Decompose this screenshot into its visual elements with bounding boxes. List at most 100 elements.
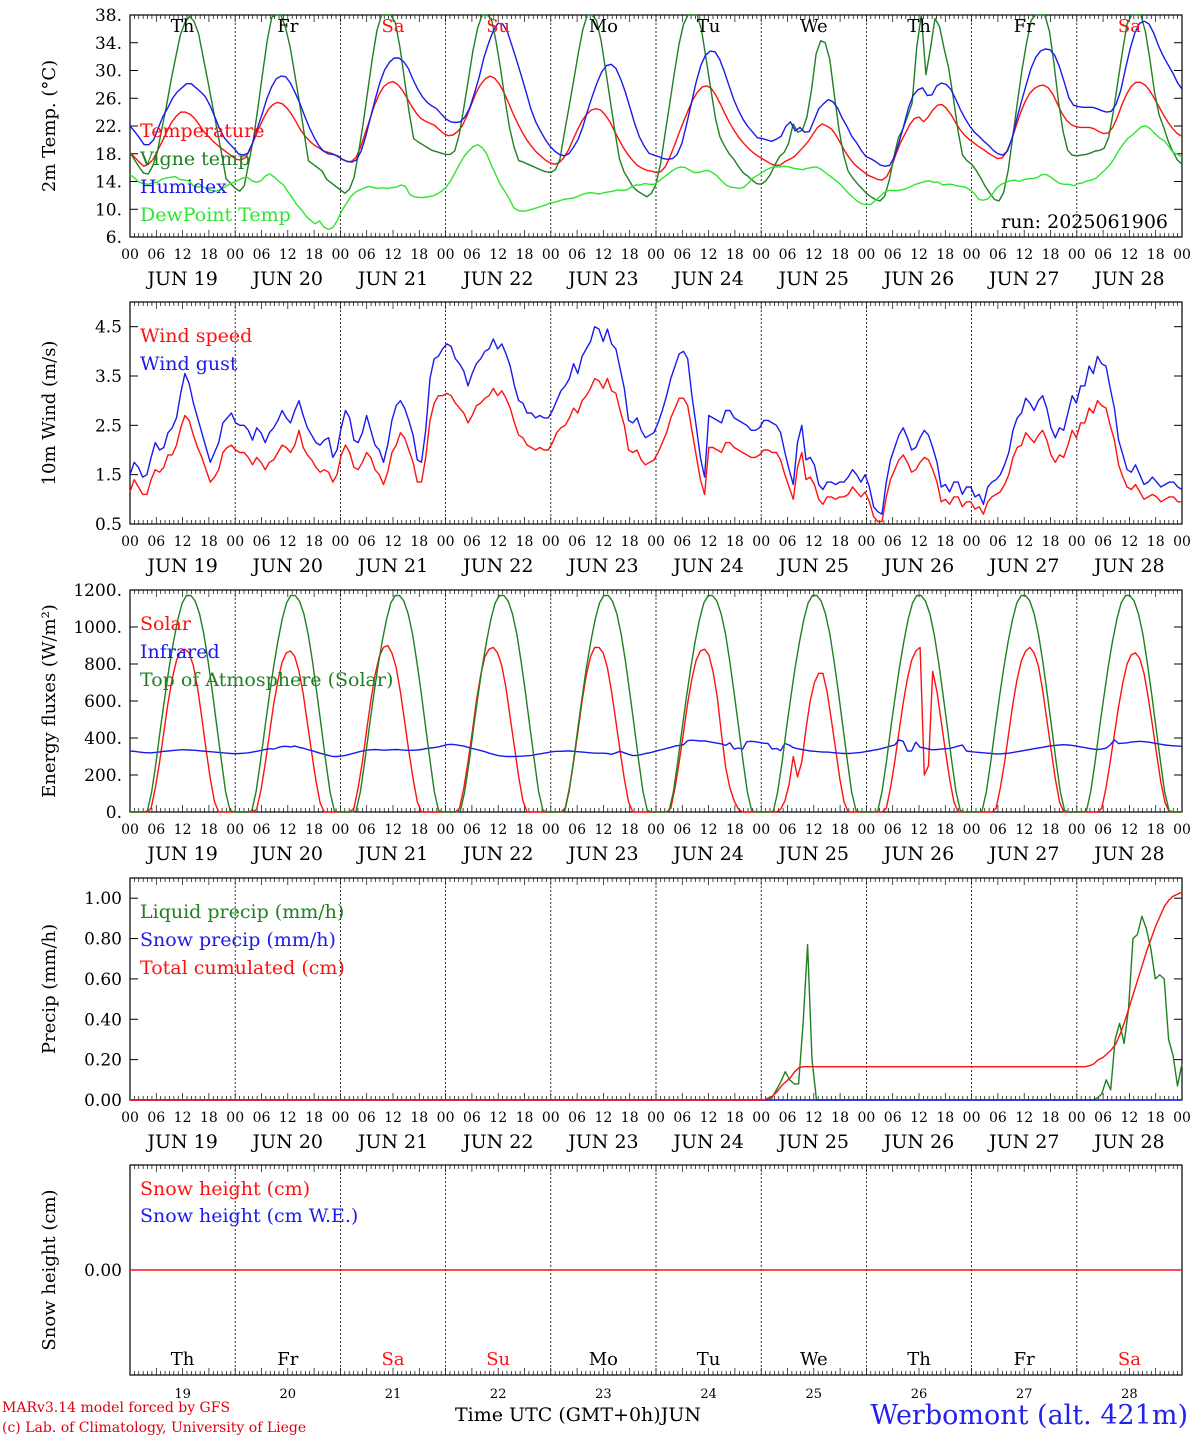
date-label: JUN 26 — [882, 268, 954, 290]
date-label: JUN 25 — [777, 268, 849, 290]
hour-label: 18 — [516, 534, 534, 550]
hour-label: 00 — [1173, 534, 1191, 550]
series-line — [129, 377, 1182, 523]
hour-label: 00 — [226, 247, 244, 263]
hour-label: 18 — [305, 534, 323, 550]
date-label: JUN 27 — [987, 555, 1059, 577]
hour-label: 18 — [1147, 534, 1165, 550]
hour-label: 12 — [489, 247, 507, 263]
series-line — [129, 125, 1183, 231]
hour-label: 06 — [884, 534, 902, 550]
legend-entry: Wind speed — [140, 325, 252, 347]
date-label: JUN 27 — [987, 1131, 1059, 1153]
hour-label: 18 — [200, 534, 218, 550]
legend-entry: DewPoint Temp — [140, 204, 291, 226]
weekday-label: Th — [171, 16, 195, 37]
series-line — [129, 739, 1183, 758]
day-number: 22 — [490, 1387, 507, 1400]
hour-ticks — [129, 15, 1183, 237]
hour-label: 18 — [200, 822, 218, 838]
hour-label: 18 — [726, 534, 744, 550]
hour-label: 00 — [1173, 247, 1191, 263]
day-number: 26 — [911, 1387, 928, 1400]
date-label: JUN 25 — [777, 555, 849, 577]
hour-label: 12 — [489, 822, 507, 838]
hour-label: 06 — [989, 534, 1007, 550]
hour-label: 06 — [253, 822, 271, 838]
hour-label: 18 — [1147, 822, 1165, 838]
y-axis-label: 10m Wind (m/s) — [39, 341, 60, 486]
date-label: JUN 25 — [777, 843, 849, 865]
day-number: 24 — [700, 1387, 717, 1400]
hour-label: 18 — [1042, 534, 1060, 550]
hour-label: 06 — [358, 1110, 376, 1126]
hour-label: 12 — [594, 247, 612, 263]
hour-label: 00 — [226, 534, 244, 550]
series-line — [129, 14, 1183, 202]
hour-label: 06 — [1094, 1110, 1112, 1126]
hour-label: 06 — [779, 247, 797, 263]
hour-label: 18 — [936, 1110, 954, 1126]
date-label: JUN 24 — [671, 555, 743, 577]
date-label: JUN 26 — [882, 1131, 954, 1153]
date-label: JUN 21 — [356, 555, 428, 577]
hour-label: 12 — [384, 534, 402, 550]
hour-label: 06 — [1094, 534, 1112, 550]
date-label: JUN 23 — [566, 1131, 638, 1153]
hour-label: 06 — [358, 534, 376, 550]
hour-label: 12 — [384, 822, 402, 838]
hour-label: 00 — [437, 1110, 455, 1126]
weekday-label: Fr — [277, 16, 298, 37]
y-tick-label: 1.5 — [95, 466, 122, 486]
legend-entry: Humidex — [140, 176, 227, 198]
hour-label: 18 — [516, 247, 534, 263]
series-line — [129, 20, 1183, 167]
hour-label: 06 — [884, 1110, 902, 1126]
hour-label: 12 — [384, 247, 402, 263]
weekday-label: We — [800, 16, 828, 37]
y-tick-label: 30. — [95, 62, 122, 82]
hour-label: 00 — [331, 822, 349, 838]
hour-label: 12 — [1015, 247, 1033, 263]
y-tick-label: 1200. — [73, 581, 122, 601]
hour-label: 18 — [726, 1110, 744, 1126]
hour-ticks — [129, 302, 1183, 524]
hour-label: 18 — [621, 822, 639, 838]
hour-label: 12 — [384, 1110, 402, 1126]
hour-label: 12 — [805, 1110, 823, 1126]
hour-ticks — [129, 1165, 1183, 1375]
time-axis-label: Time UTC (GMT+0h)JUN — [455, 1404, 701, 1426]
hour-label: 00 — [963, 534, 981, 550]
temperature-panel: 6. 10. 14. 18. 22. 26. 30. 34. 38. 2m Temp. (°C) T… — [39, 6, 1191, 290]
hour-label: 00 — [857, 822, 875, 838]
date-label: JUN 24 — [671, 1131, 743, 1153]
legend-entry: Snow height (cm W.E.) — [140, 1205, 358, 1227]
hour-label: 00 — [331, 534, 349, 550]
hour-label: 00 — [1068, 822, 1086, 838]
legend-entry: Snow height (cm) — [140, 1178, 310, 1200]
hour-label: 06 — [884, 247, 902, 263]
weekday-label: Sa — [381, 16, 404, 37]
legend-entry: Temperature — [140, 120, 264, 142]
hour-label: 12 — [805, 822, 823, 838]
date-label: JUN 20 — [251, 843, 323, 865]
hour-label: 18 — [936, 534, 954, 550]
hour-label: 06 — [463, 534, 481, 550]
hour-label: 12 — [1015, 534, 1033, 550]
hour-label: 12 — [805, 247, 823, 263]
date-label: JUN 21 — [356, 1131, 428, 1153]
hour-label: 12 — [1120, 534, 1138, 550]
hour-label: 12 — [174, 1110, 192, 1126]
date-label: JUN 26 — [882, 843, 954, 865]
hour-label: 12 — [1015, 822, 1033, 838]
hour-label: 06 — [253, 534, 271, 550]
date-label: JUN 23 — [566, 268, 638, 290]
date-label: JUN 22 — [461, 1131, 533, 1153]
hour-label: 06 — [568, 822, 586, 838]
weekday-label: Th — [171, 1349, 195, 1370]
hour-label: 18 — [726, 822, 744, 838]
hour-label: 00 — [437, 534, 455, 550]
y-axis-label: 2m Temp. (°C) — [39, 60, 60, 192]
series-line — [129, 326, 1183, 515]
hour-label: 06 — [253, 1110, 271, 1126]
